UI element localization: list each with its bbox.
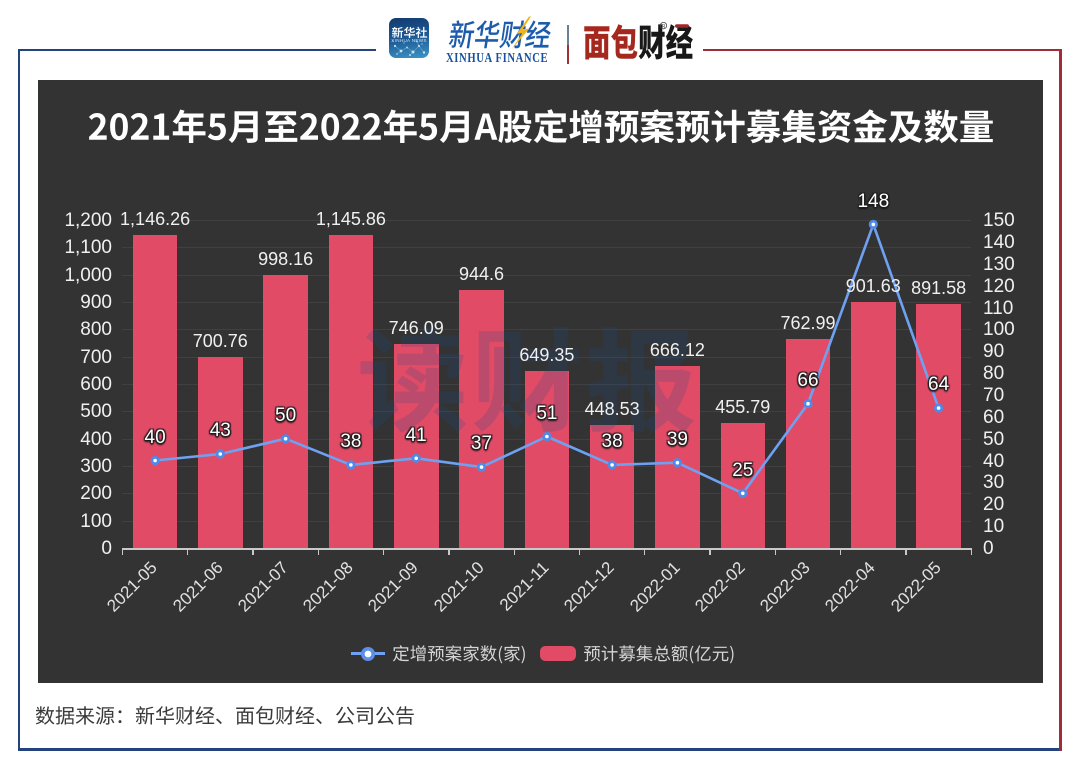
svg-text:R: R <box>662 24 666 30</box>
